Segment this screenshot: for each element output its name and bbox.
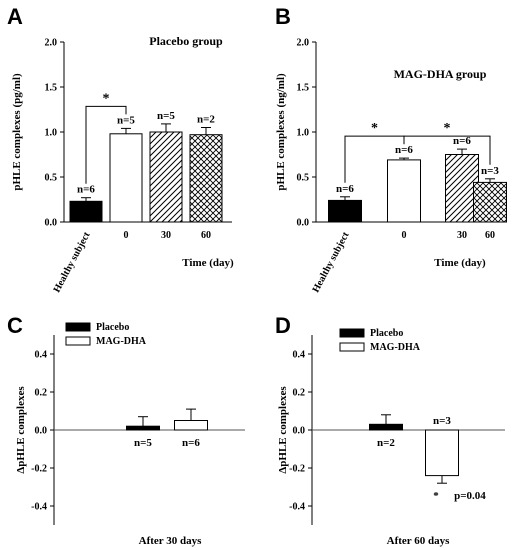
- significance-star: *: [103, 91, 110, 106]
- y-tick-label: 0.5: [297, 173, 310, 184]
- legend-swatch: [339, 342, 365, 352]
- significance-star: *: [371, 121, 378, 136]
- n-label: n=2: [197, 114, 215, 126]
- y-tick-label: 0.4: [35, 350, 48, 361]
- significance-bracket: [85, 105, 127, 184]
- x-axis-label: After 60 days: [387, 535, 450, 547]
- n-label: n=2: [377, 437, 395, 449]
- y-tick-label: 1.0: [297, 128, 310, 139]
- x-axis-label: Time (day): [182, 257, 234, 269]
- panel-c: C -0.4 -0.2 0.0 0.2 0.4 ΔpHLE complexes After 3…: [7, 313, 245, 547]
- y-tick-label: 2.0: [297, 38, 310, 49]
- panel-d: D -0.4 -0.2 0.0 0.2 0.4 ΔpHLE complexes After 6…: [275, 313, 505, 547]
- y-tick-label: 0.0: [35, 426, 48, 437]
- panel-letter: D: [275, 313, 291, 338]
- bar: [149, 131, 183, 223]
- x-axis-label: Time (day): [434, 257, 486, 269]
- legend-label: MAG-DHA: [96, 336, 147, 347]
- y-tick-label: 1.0: [45, 128, 58, 139]
- y-tick-label: -0.4: [31, 502, 47, 513]
- panel-a: A 0.0 0.5 1.0 1.5 2.0 pHLE complexes (pg/ml) Ti…: [7, 4, 234, 295]
- legend-swatch: [65, 336, 91, 346]
- bar: [425, 429, 459, 477]
- y-tick-label: 1.5: [297, 83, 310, 94]
- x-tick-label: 30: [457, 230, 467, 241]
- n-label: n=5: [117, 114, 135, 126]
- x-tick-label: 0: [402, 230, 407, 241]
- p-value: p=0.04: [454, 490, 486, 502]
- y-axis-label: ΔpHLE complexes: [15, 386, 27, 474]
- n-label: n=6: [77, 184, 95, 196]
- legend-label: Placebo: [96, 322, 129, 333]
- significance-bracket: [403, 135, 491, 165]
- bar: [126, 425, 160, 431]
- y-tick-label: 0.4: [293, 350, 306, 361]
- x-tick-label: 30: [161, 230, 171, 241]
- panel-b: B 0.0 0.5 1.0 1.5 2.0 pHLE complexes (ng/ml) Ti…: [275, 4, 507, 295]
- legend-swatch: [339, 328, 365, 338]
- x-tick-label: 60: [485, 230, 495, 241]
- y-tick-label: 0.0: [45, 218, 58, 229]
- x-tick-label: 0: [124, 230, 129, 241]
- y-tick-label: -0.2: [289, 464, 305, 475]
- bar: [369, 423, 403, 431]
- bar: [69, 200, 103, 223]
- panel-letter: B: [275, 4, 291, 29]
- significance-star: *: [433, 490, 439, 502]
- bar: [387, 159, 421, 223]
- n-label: n=6: [453, 135, 471, 147]
- y-tick-label: 0.2: [293, 388, 306, 399]
- y-axis-label: pHLE complexes (ng/ml): [275, 73, 287, 191]
- bar: [328, 199, 362, 223]
- n-label: n=5: [157, 110, 175, 122]
- y-tick-label: -0.2: [31, 464, 47, 475]
- y-tick-label: 0.0: [293, 426, 306, 437]
- n-label: n=3: [433, 415, 451, 427]
- panel-letter: A: [7, 4, 23, 29]
- legend-label: Placebo: [370, 328, 403, 339]
- y-tick-label: -0.4: [289, 502, 305, 513]
- n-label: n=3: [481, 165, 499, 177]
- n-label: n=6: [336, 183, 354, 195]
- x-tick-label: Healthy subject: [52, 230, 93, 295]
- chart-title: Placebo group: [149, 34, 223, 48]
- y-tick-label: 0.5: [45, 173, 58, 184]
- y-axis-label: ΔpHLE complexes: [277, 386, 289, 474]
- panel-letter: C: [7, 313, 23, 338]
- x-axis-label: After 30 days: [139, 535, 202, 547]
- bar: [189, 134, 223, 223]
- x-tick-label: 60: [201, 230, 211, 241]
- legend-label: MAG-DHA: [370, 342, 421, 353]
- bar: [473, 181, 507, 223]
- n-label: n=5: [134, 437, 152, 449]
- chart-title: MAG-DHA group: [394, 67, 487, 81]
- y-tick-label: 2.0: [45, 38, 58, 49]
- n-label: n=6: [395, 144, 413, 156]
- bar: [174, 420, 208, 431]
- n-label: n=6: [182, 437, 200, 449]
- y-tick-label: 1.5: [45, 83, 58, 94]
- y-tick-label: 0.0: [297, 218, 310, 229]
- x-tick-label: Healthy subject: [311, 230, 352, 295]
- bar: [109, 133, 143, 223]
- y-tick-label: 0.2: [35, 388, 48, 399]
- y-axis-label: pHLE complexes (pg/ml): [11, 73, 23, 191]
- significance-star: *: [444, 121, 451, 136]
- legend-swatch: [65, 322, 91, 332]
